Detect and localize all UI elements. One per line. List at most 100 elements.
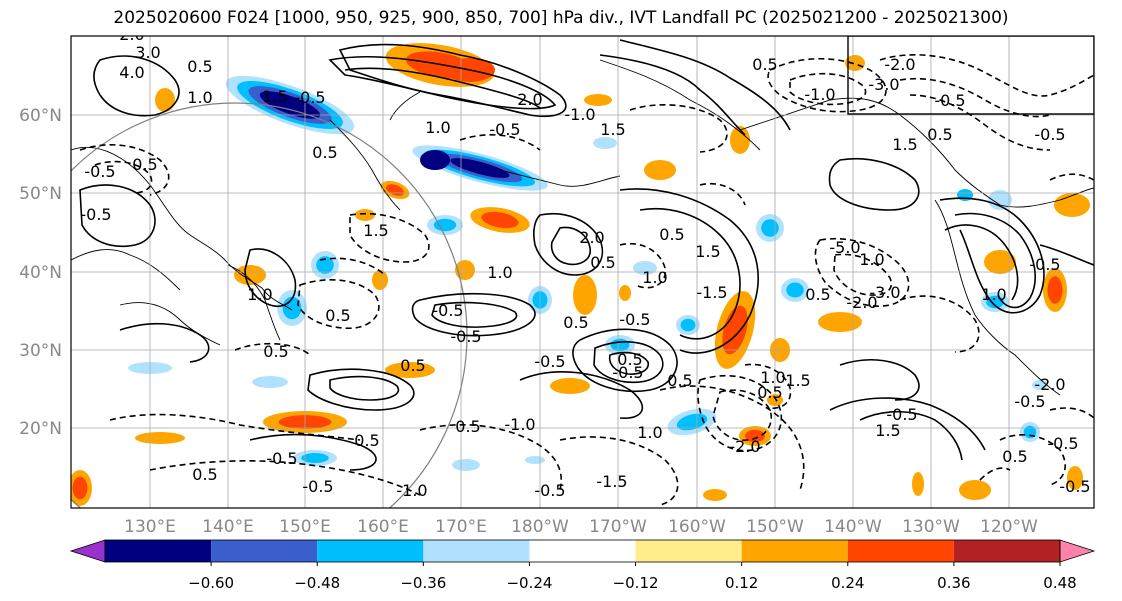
contour-label: -0.5 — [84, 162, 115, 181]
shaded-blob — [786, 282, 804, 298]
shaded-blob — [680, 318, 696, 332]
contour-label: 0.5 — [927, 125, 952, 144]
contour-label: 2.0 — [517, 90, 542, 109]
colorbar-tick-label: −0.24 — [506, 574, 552, 592]
contour-label: 1.5 — [600, 120, 625, 139]
figure-title: 2025020600 F024 [1000, 950, 925, 900, 85… — [113, 8, 1009, 28]
contour-label: 0.5 — [1002, 447, 1027, 466]
contour-label: -0.5 — [534, 352, 565, 371]
lon-tick-label: 140°E — [202, 517, 254, 537]
shaded-blob — [452, 459, 480, 471]
contour-label: -0.5 — [1029, 255, 1060, 274]
contour-label: 1.5 — [892, 135, 917, 154]
lon-tick-label: 170°E — [435, 517, 487, 537]
contour-label: -0.5 — [1059, 477, 1090, 496]
shaded-blob — [301, 453, 329, 463]
contour-label: -0.5 — [1014, 392, 1045, 411]
contour-label: -0.5 — [619, 310, 650, 329]
shaded-blob — [573, 275, 597, 315]
shaded-blob — [703, 489, 727, 501]
shaded-blob — [676, 413, 708, 431]
shaded-blob — [633, 261, 657, 275]
contour-label: 1.0 — [637, 423, 662, 442]
lon-tick-label: 170°W — [589, 517, 647, 537]
shaded-blob — [252, 376, 288, 388]
lon-tick-label: 130°W — [902, 517, 960, 537]
shaded-blob — [433, 218, 457, 232]
colorbar-extend-min — [69, 539, 106, 563]
contour-label: 4.0 — [119, 63, 144, 82]
shaded-blob — [984, 250, 1016, 274]
contour-label: 1.5 — [875, 421, 900, 440]
shaded-blob — [1067, 466, 1083, 490]
colorbar-segment — [423, 540, 530, 562]
map-frame — [70, 35, 1095, 509]
contour-label: 0.5 — [312, 143, 337, 162]
shaded-blob — [355, 209, 375, 221]
lon-tick-label: 160°W — [668, 517, 726, 537]
shaded-blob — [234, 265, 266, 285]
negative-contours — [79, 54, 1094, 506]
contour-label: -1.0 — [504, 415, 535, 434]
contour-label: 0.5 — [563, 313, 588, 332]
lon-tick-label: 150°E — [279, 517, 331, 537]
shaded-blob — [730, 126, 750, 154]
shaded-blob — [644, 160, 676, 180]
lon-tick-label: 120°W — [980, 517, 1038, 537]
contour-label: -1.0 — [564, 105, 595, 124]
contour-label: 0.5 — [263, 342, 288, 361]
contour-label: -0.5 — [886, 405, 917, 424]
contour-label: -0.5 — [294, 88, 325, 107]
contour-label: 1.0 — [487, 263, 512, 282]
shaded-blob — [845, 55, 865, 71]
shaded-blob — [912, 472, 924, 496]
colorbar-tick-label: −0.48 — [294, 574, 340, 592]
contour-label: 0.5 — [187, 57, 212, 76]
colorbar-tick-label: 0.36 — [937, 574, 970, 592]
contour-label: -0.5 — [80, 205, 111, 224]
contour-labels: 2.03.04.01.00.51.5 -0.50.51.02.0-0.5-1.01… — [80, 25, 1090, 500]
colorbar-segment — [211, 540, 318, 562]
colorbar-segment — [741, 540, 848, 562]
contour-label: -0.5 — [534, 481, 565, 500]
contour-label: -0.5 — [1034, 125, 1065, 144]
contour-label: -0.5 — [1047, 434, 1078, 453]
colorbar-extend-max — [1059, 539, 1096, 563]
contour-label: 0.5 — [667, 371, 692, 390]
shaded-blob — [584, 94, 612, 106]
colorbar-tick-label: −0.60 — [188, 574, 234, 592]
contour-label: 1.5 — [363, 221, 388, 240]
contour-label: -1.0 — [396, 481, 427, 500]
shaded-blob — [481, 211, 519, 229]
lon-tick-label: 150°W — [746, 517, 804, 537]
contour-label: -2.0 — [884, 55, 915, 74]
colorbar-segment — [529, 540, 636, 562]
shaded-blob — [959, 480, 991, 500]
contour-label: -1.5 — [596, 472, 627, 491]
contour-label: -3.0 — [869, 283, 900, 302]
shaded-blob — [525, 456, 545, 464]
coastlines — [71, 59, 1094, 396]
colorbar-tick-labels: −0.60 −0.48 −0.36 −0.24 −0.12 0.12 0.24 0.36 0.4… — [188, 562, 1077, 592]
lon-tick-label: 180°W — [511, 517, 569, 537]
colorbar-tick-label: 0.48 — [1043, 574, 1076, 592]
shaded-blob — [593, 137, 617, 149]
contour-label: 1.0 — [247, 285, 272, 304]
contour-label: -2.0 — [729, 437, 760, 456]
shaded-blob — [818, 312, 862, 332]
shaded-blob — [135, 432, 185, 444]
shaded-blob — [455, 260, 475, 280]
lat-tick-label: 30°N — [19, 341, 62, 361]
contour-label: 1.0 — [760, 368, 785, 387]
lon-tick-label: 140°W — [824, 517, 882, 537]
colorbar-segment — [105, 540, 212, 562]
contour-label: -1.5 — [696, 283, 727, 302]
contour-label: 1.0 — [981, 285, 1006, 304]
shaded-blob — [988, 190, 1012, 210]
contour-label: 0.5 — [325, 306, 350, 325]
colorbar — [69, 539, 1096, 563]
shaded-blob — [550, 378, 590, 394]
contour-label: 0.5 — [590, 253, 615, 272]
contour-label: 2.0 — [119, 25, 144, 44]
colorbar-segment — [317, 540, 424, 562]
